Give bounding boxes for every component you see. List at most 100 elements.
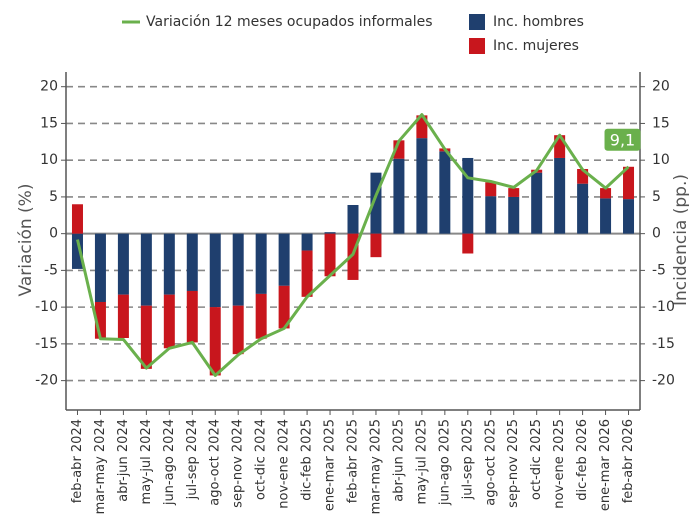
- bar: [623, 199, 635, 234]
- bar: [370, 172, 382, 234]
- y-tick-label: 5: [49, 189, 58, 205]
- bar: [485, 196, 497, 234]
- x-tick-label: oct-dic 2025: [529, 419, 544, 500]
- bar: [163, 233, 175, 295]
- y-axis-title: Variación (%): [16, 184, 36, 297]
- bar: [163, 294, 175, 349]
- bar: [209, 307, 221, 376]
- y2-tick-label: 15: [652, 115, 670, 131]
- bar: [324, 233, 336, 277]
- bar: [140, 305, 152, 369]
- bar: [370, 233, 382, 258]
- bar: [508, 188, 520, 197]
- bar: [140, 233, 152, 306]
- bar: [255, 293, 267, 339]
- bar: [439, 151, 451, 234]
- y2-tick-label: 0: [652, 226, 661, 242]
- x-tick-label: abr-jun 2025: [391, 419, 406, 502]
- x-tick-label: feb-abr 2024: [70, 419, 85, 503]
- bar: [186, 233, 198, 291]
- y2-tick-label: -5: [652, 262, 666, 278]
- bar: [71, 233, 83, 269]
- y2-tick-label: -20: [652, 373, 675, 389]
- x-tick-label: mar-may 2024: [93, 419, 108, 514]
- y2-tick-label: -15: [652, 336, 675, 352]
- x-tick-label: may-jul 2024: [139, 419, 154, 504]
- bar: [416, 138, 428, 234]
- bar: [232, 233, 244, 306]
- x-tick-label: sep-nov 2024: [231, 419, 246, 508]
- x-tick-label: jun-ago 2025: [437, 419, 452, 506]
- bar: [94, 301, 106, 339]
- y-tick-label: 10: [40, 152, 58, 168]
- y-tick-label: -20: [35, 373, 58, 389]
- y-tick-label: -15: [35, 336, 58, 352]
- y2-tick-label: 10: [652, 152, 670, 168]
- bar: [600, 188, 612, 199]
- x-tick-label: may-jul 2025: [414, 419, 429, 504]
- x-tick-label: nov-ene 2024: [277, 419, 292, 509]
- bar: [117, 294, 129, 338]
- line: [76, 113, 630, 377]
- x-tick-label: dic-feb 2026: [575, 419, 590, 501]
- bar: [94, 233, 106, 302]
- x-tick-label: feb-abr 2025: [346, 419, 361, 503]
- y-tick-label: -10: [35, 299, 58, 315]
- bar: [577, 183, 589, 234]
- bar: [301, 250, 313, 297]
- bar: [232, 305, 244, 355]
- legend-label: Inc. mujeres: [493, 38, 579, 54]
- bar: [71, 204, 83, 234]
- bar: [186, 290, 198, 343]
- x-tick-label: jul-sep 2025: [460, 419, 475, 500]
- bar: [554, 135, 566, 158]
- bar: [508, 196, 520, 234]
- y2-tick-label: 20: [652, 79, 670, 95]
- y2-tick-label: -10: [652, 299, 675, 315]
- bar: [462, 233, 474, 254]
- x-tick-label: ene-mar 2025: [323, 419, 338, 511]
- x-tick-label: jun-ago 2024: [162, 419, 177, 506]
- bar: [554, 157, 566, 234]
- x-tick-label: oct-dic 2024: [254, 419, 269, 500]
- x-tick-label: sep-nov 2025: [506, 419, 521, 508]
- x-tick-label: nov-ene 2025: [552, 419, 567, 509]
- bar: [278, 285, 290, 329]
- bar: [347, 233, 359, 280]
- bar: [393, 158, 405, 234]
- bar: [301, 233, 313, 251]
- y2-tick-label: 5: [652, 189, 661, 205]
- bar: [485, 182, 497, 197]
- x-tick-label: dic-feb 2025: [300, 419, 315, 501]
- y-tick-label: -5: [44, 262, 58, 278]
- bar: [531, 172, 543, 234]
- bar: [278, 233, 290, 286]
- legend-swatch: [469, 38, 485, 54]
- x-tick-label: jul-sep 2024: [185, 419, 200, 500]
- bar: [462, 157, 474, 234]
- legend-label: Inc. hombres: [493, 14, 584, 30]
- bar: [255, 233, 267, 294]
- x-tick-label: ago-oct 2024: [208, 419, 223, 506]
- x-tick-label: feb-abr 2026: [621, 419, 636, 503]
- y-tick-label: 15: [40, 115, 58, 131]
- y-tick-label: 20: [40, 79, 58, 95]
- bar: [393, 140, 405, 159]
- x-tick-label: abr-jun 2024: [116, 419, 131, 502]
- bar: [324, 232, 336, 234]
- bar: [209, 233, 221, 308]
- y2-axis-title: Incidencia (pp.): [671, 174, 689, 306]
- x-tick-label: ago-oct 2025: [483, 419, 498, 506]
- bar: [600, 198, 612, 234]
- value-label-box: [604, 128, 641, 151]
- value-label: 9,1: [610, 130, 635, 149]
- bar: [577, 168, 589, 184]
- x-tick-label: mar-may 2025: [368, 419, 383, 514]
- legend-swatch: [469, 14, 485, 30]
- bar: [117, 233, 129, 295]
- bar: [623, 166, 635, 200]
- bar: [347, 204, 359, 234]
- legend-label: Variación 12 meses ocupados informales: [146, 14, 433, 30]
- y-tick-label: 0: [49, 226, 58, 242]
